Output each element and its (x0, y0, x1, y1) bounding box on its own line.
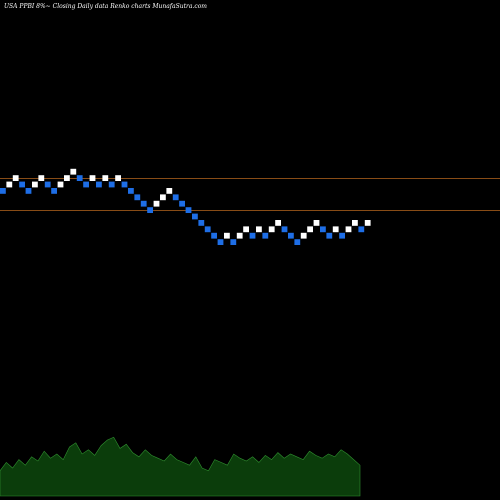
renko-brick (172, 194, 179, 201)
renko-brick (332, 226, 339, 233)
renko-brick (275, 220, 281, 226)
renko-brick (307, 226, 313, 233)
renko-brick (281, 226, 288, 233)
renko-brick (147, 207, 153, 213)
renko-brick (19, 181, 25, 188)
renko-brick (160, 194, 166, 201)
renko-brick (294, 239, 301, 245)
renko-brick (204, 226, 211, 233)
renko-brick (179, 200, 185, 207)
renko-brick (288, 232, 294, 239)
renko-brick (121, 181, 128, 188)
renko-brick (44, 181, 51, 188)
renko-brick (153, 200, 160, 207)
renko-brick (96, 181, 102, 188)
renko-brick (192, 213, 198, 220)
renko-brick (345, 226, 352, 233)
chart-title: USA PPBI 8%~ Closing Daily data Renko ch… (4, 3, 207, 10)
renko-brick (0, 188, 6, 194)
renko-brick (224, 232, 230, 239)
renko-brick (32, 181, 38, 188)
renko-brick (134, 194, 141, 201)
renko-brick (70, 168, 77, 175)
renko-brick (108, 181, 115, 188)
volume-area (0, 436, 361, 497)
renko-brick (249, 232, 256, 239)
renko-brick (243, 226, 249, 233)
renko-brick (128, 188, 134, 194)
renko-brick (185, 207, 192, 213)
renko-brick (38, 175, 45, 181)
renko-brick (211, 232, 217, 239)
renko-brick (140, 200, 147, 207)
renko-brick (268, 226, 275, 233)
renko-brick (89, 175, 96, 181)
renko-brick (236, 232, 243, 239)
renko-brick (300, 232, 307, 239)
renko-brick (364, 220, 371, 226)
renko-brick (217, 239, 224, 245)
renko-brick (115, 175, 121, 181)
renko-brick (313, 220, 320, 226)
renko-brick (12, 175, 19, 181)
renko-brick (166, 188, 173, 194)
renko-brick (320, 226, 326, 233)
renko-brick (57, 181, 64, 188)
renko-brick (76, 175, 83, 181)
renko-brick (358, 226, 365, 233)
renko-brick (25, 188, 32, 194)
renko-brick (352, 220, 358, 226)
renko-brick (198, 220, 205, 226)
renko-brick (64, 175, 70, 181)
renko-brick (256, 226, 262, 233)
renko-brick (83, 181, 89, 188)
renko-brick (262, 232, 269, 239)
renko-brick (326, 232, 333, 239)
renko-brick (339, 232, 345, 239)
renko-brick (230, 239, 237, 245)
renko-brick (102, 175, 109, 181)
renko-brick (6, 181, 13, 188)
renko-brick (51, 188, 57, 194)
